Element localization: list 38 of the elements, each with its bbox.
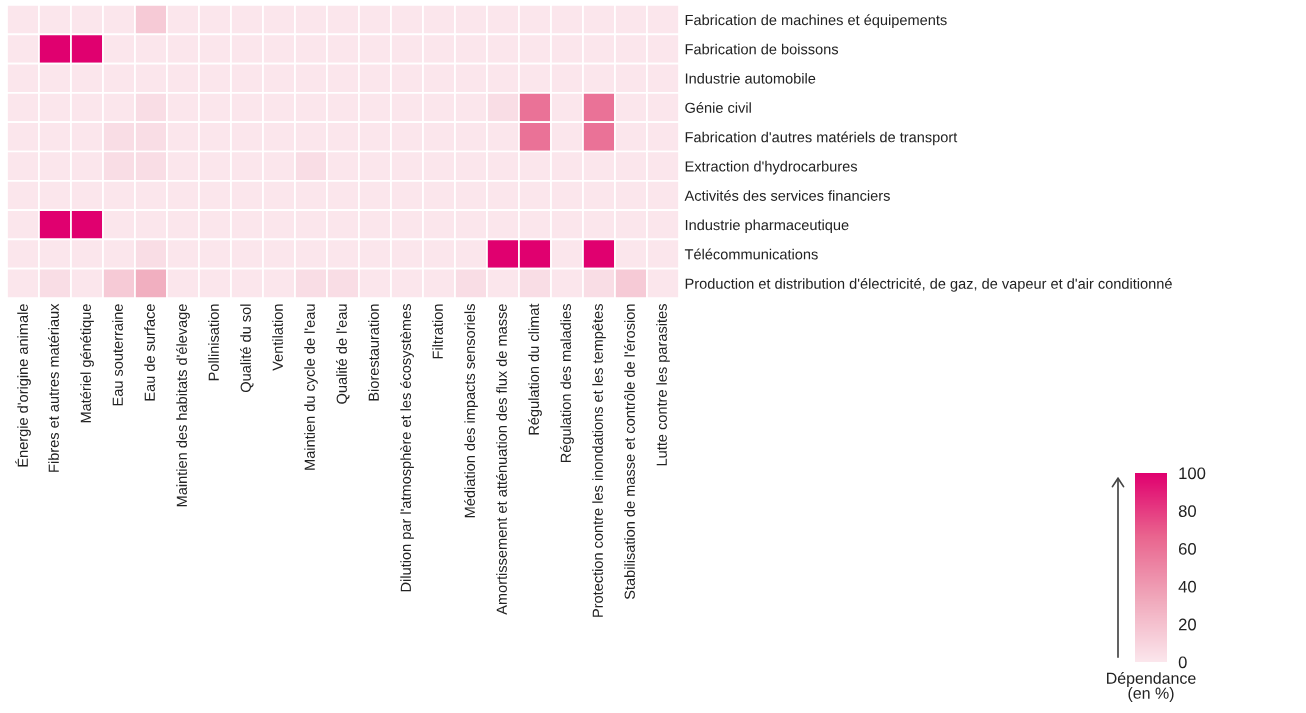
x-tick-label: Ventilation <box>272 304 283 371</box>
y-tick-label: Industrie pharmaceutique <box>685 219 849 234</box>
x-tick-label: Biorestauration <box>368 304 379 401</box>
x-tick-label: Pollinisation <box>208 304 219 381</box>
color-bar-label: 100 <box>1179 467 1206 480</box>
x-tick-label: Énergie d'origine animale <box>15 304 31 467</box>
color-bar-label: 0 <box>1178 656 1187 669</box>
x-tick-label: Stabilisation de masse et contrôle de l'érosion <box>624 304 635 600</box>
x-tick-label: Eau de surface <box>144 304 155 401</box>
y-tick-label: Fabrication de machines et équipements <box>685 14 947 29</box>
x-tick-label: Qualité du sol <box>240 304 254 393</box>
color-bar-label: 80 <box>1178 505 1196 517</box>
x-tick-label: Amortissement et atténuation des flux de masse <box>496 304 507 615</box>
x-tick-label: Qualité de l'eau <box>336 304 350 404</box>
x-tick-label: Régulation du climat <box>528 303 542 435</box>
y-tick-label: Production et distribution d'électricité, de gaz, de vapeur et d'air conditionné <box>685 277 1172 292</box>
x-tick-label: Fibres et autres matériaux <box>48 303 59 472</box>
y-tick-label: Télécommunications <box>684 248 818 260</box>
y-tick-label: Génie civil <box>685 102 751 113</box>
y-tick-label: Industrie automobile <box>685 72 816 84</box>
y-tick-label: Activités des services financiers <box>684 189 890 201</box>
x-tick-label: Matériel génétique <box>80 304 94 423</box>
x-tick-label: Protection contre les inondations et les tempêtes <box>592 304 606 617</box>
x-tick-label: Maintien du cycle de l'eau <box>304 304 318 470</box>
x-tick-label: Eau souterraine <box>112 304 123 406</box>
y-tick-label: Extraction d'hydrocarbures <box>685 160 858 175</box>
color-bar-label: 40 <box>1178 580 1196 593</box>
y-tick-label: Fabrication d'autres matériels de transport <box>685 131 958 146</box>
color-bar-label: 20 <box>1178 618 1196 631</box>
x-tick-label: Médiation des impacts sensoriels <box>464 304 478 518</box>
x-tick-label: Régulation des maladies <box>560 304 574 463</box>
x-tick-label: Maintien des habitats d'élevage <box>176 304 190 507</box>
y-tick-label: Fabrication de boissons <box>685 43 839 55</box>
x-tick-label: Filtration <box>432 304 443 359</box>
x-tick-label: Lutte contre les parasites <box>656 304 670 466</box>
color-bar-title: Dépendance (en %) <box>1107 672 1196 702</box>
x-tick-label: Dilution par l'atmosphère et les écosystèmes <box>400 304 414 592</box>
color-bar-label: 60 <box>1178 543 1196 555</box>
